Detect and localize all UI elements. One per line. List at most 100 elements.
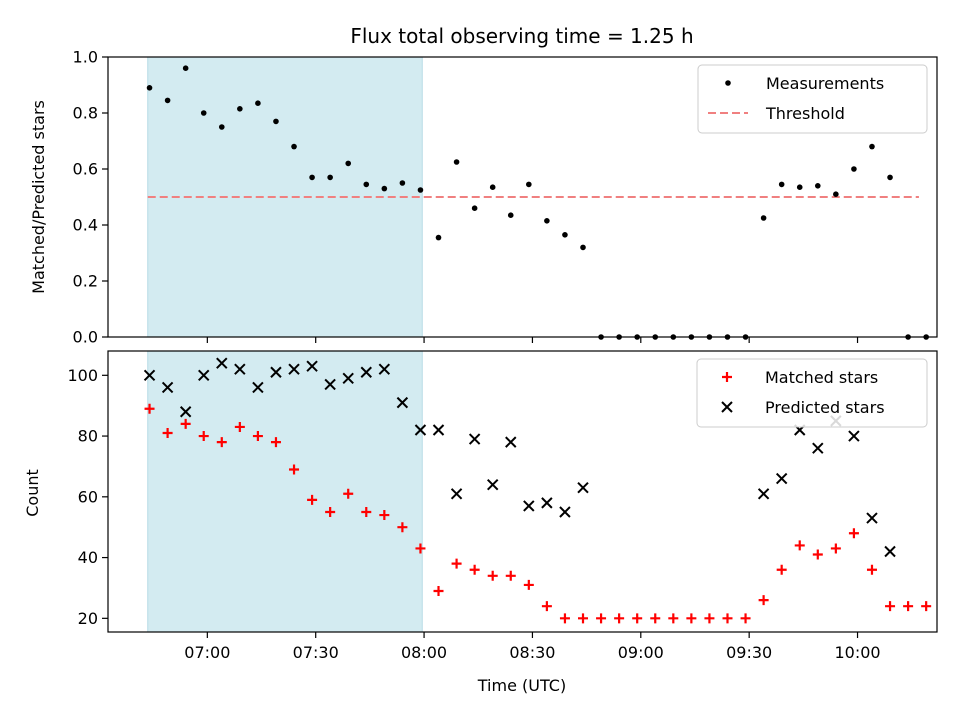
data-point-measurements [164, 97, 171, 104]
data-point-predicted-stars [884, 545, 896, 558]
chart-title: Flux total observing time = 1.25 h [350, 24, 693, 48]
data-point-measurements [544, 218, 550, 224]
data-point-predicted-stars [486, 478, 499, 491]
data-point-matched-stars [866, 564, 877, 575]
data-point-predicted-stars [198, 369, 210, 382]
data-point-measurements [435, 234, 442, 241]
x-axis-label: Time (UTC) [477, 676, 566, 695]
data-point-measurements [345, 160, 352, 167]
data-point-predicted-stars [324, 378, 336, 391]
data-point-predicted-stars [161, 381, 174, 394]
data-point-measurements [146, 85, 153, 91]
data-point-measurements [869, 143, 875, 150]
data-point-matched-stars [433, 585, 444, 596]
plot-frame [107, 350, 938, 633]
data-point-measurements [833, 191, 839, 197]
data-point-predicted-stars [812, 442, 824, 454]
legend-box [696, 358, 928, 428]
data-point-predicted-stars [468, 433, 481, 445]
data-point-matched-stars [505, 570, 516, 581]
data-point-predicted-stars [577, 481, 589, 494]
data-point-predicted-stars [288, 363, 300, 375]
data-point-matched-stars [848, 528, 859, 539]
data-point-predicted-stars [234, 363, 246, 375]
data-point-matched-stars [650, 613, 661, 624]
data-point-measurements [760, 215, 767, 221]
data-point-predicted-stars [757, 488, 770, 500]
data-point-matched-stars [343, 488, 354, 499]
data-point-predicted-stars [541, 497, 553, 509]
data-point-matched-stars [216, 437, 227, 448]
y-tick-label: 100 [67, 366, 98, 385]
data-point-matched-stars [451, 558, 462, 569]
x-tick-label: 08:00 [401, 643, 447, 662]
data-point-predicted-stars [866, 512, 878, 524]
y-tick-label: 0.8 [73, 104, 98, 123]
y-axis-label-ratio: Matched/Predicted stars [29, 100, 48, 294]
data-point-matched-stars [614, 613, 625, 624]
data-point-measurements [796, 184, 803, 190]
data-point-matched-stars [379, 510, 390, 521]
data-point-measurements [399, 180, 406, 186]
plot-layer: 0.0 0.2 0.4 0.6 0.8 1.0 Measurements Threshold 2… [67, 48, 938, 662]
data-point-predicted-stars [775, 472, 788, 485]
data-point-measurements [471, 205, 478, 211]
data-point-predicted-stars [342, 372, 354, 385]
y-tick-label: 80 [78, 427, 98, 446]
y-tick-label: 20 [78, 609, 98, 628]
data-point-measurements [489, 184, 496, 190]
legend-entry: Matched stars [765, 368, 878, 387]
data-point-measurements [200, 110, 207, 116]
data-point-matched-stars [252, 431, 263, 442]
data-point-matched-stars [758, 595, 769, 606]
data-point-measurements [453, 159, 460, 165]
legend: Matched stars Predicted stars [696, 358, 928, 428]
y-tick-label: 0.2 [73, 272, 98, 291]
data-point-predicted-stars [143, 369, 156, 382]
data-point-matched-stars [776, 564, 787, 575]
data-point-predicted-stars [396, 396, 409, 409]
data-point-matched-stars [704, 613, 715, 624]
data-point-predicted-stars [360, 366, 372, 378]
data-point-measurements [778, 181, 785, 188]
data-point-matched-stars [921, 601, 932, 612]
data-point-matched-stars [397, 522, 408, 533]
data-point-matched-stars [812, 549, 823, 560]
y-tick-label: 40 [78, 548, 98, 567]
data-point-measurements [273, 118, 279, 125]
data-point-matched-stars [885, 601, 896, 612]
x-tick-label: 09:30 [726, 643, 772, 662]
legend-entry: Predicted stars [765, 398, 885, 417]
data-point-predicted-stars [505, 436, 517, 448]
data-point-matched-stars [289, 464, 300, 475]
data-point-predicted-stars [216, 357, 228, 369]
data-point-predicted-stars [378, 363, 391, 375]
data-point-matched-stars [325, 507, 336, 518]
x-tick-label: 07:00 [184, 643, 230, 662]
panel-ratio: 0.0 0.2 0.4 0.6 0.8 1.0 Measurements Threshold [73, 48, 938, 347]
legend-box [697, 64, 928, 134]
legend-marker [722, 372, 732, 382]
data-point-measurements [507, 212, 514, 218]
plot-frame [107, 56, 938, 338]
data-point-matched-stars [234, 421, 245, 432]
x-tick-label: 08:30 [509, 643, 555, 662]
data-point-measurements [580, 244, 586, 251]
data-point-matched-stars [180, 418, 191, 429]
data-point-predicted-stars [306, 360, 318, 372]
data-point-matched-stars [578, 613, 589, 624]
data-point-matched-stars [632, 613, 643, 624]
data-point-measurements [291, 143, 297, 150]
data-point-matched-stars [162, 428, 173, 439]
data-point-matched-stars [830, 543, 841, 554]
data-point-predicted-stars [523, 500, 535, 512]
data-point-measurements [814, 183, 821, 189]
data-point-matched-stars [903, 601, 914, 612]
y-tick-label: 60 [78, 487, 98, 506]
data-point-matched-stars [559, 613, 570, 624]
data-point-measurements [526, 181, 532, 188]
data-point-matched-stars [523, 579, 534, 590]
data-point-predicted-stars [848, 430, 860, 442]
data-point-measurements [887, 174, 893, 181]
